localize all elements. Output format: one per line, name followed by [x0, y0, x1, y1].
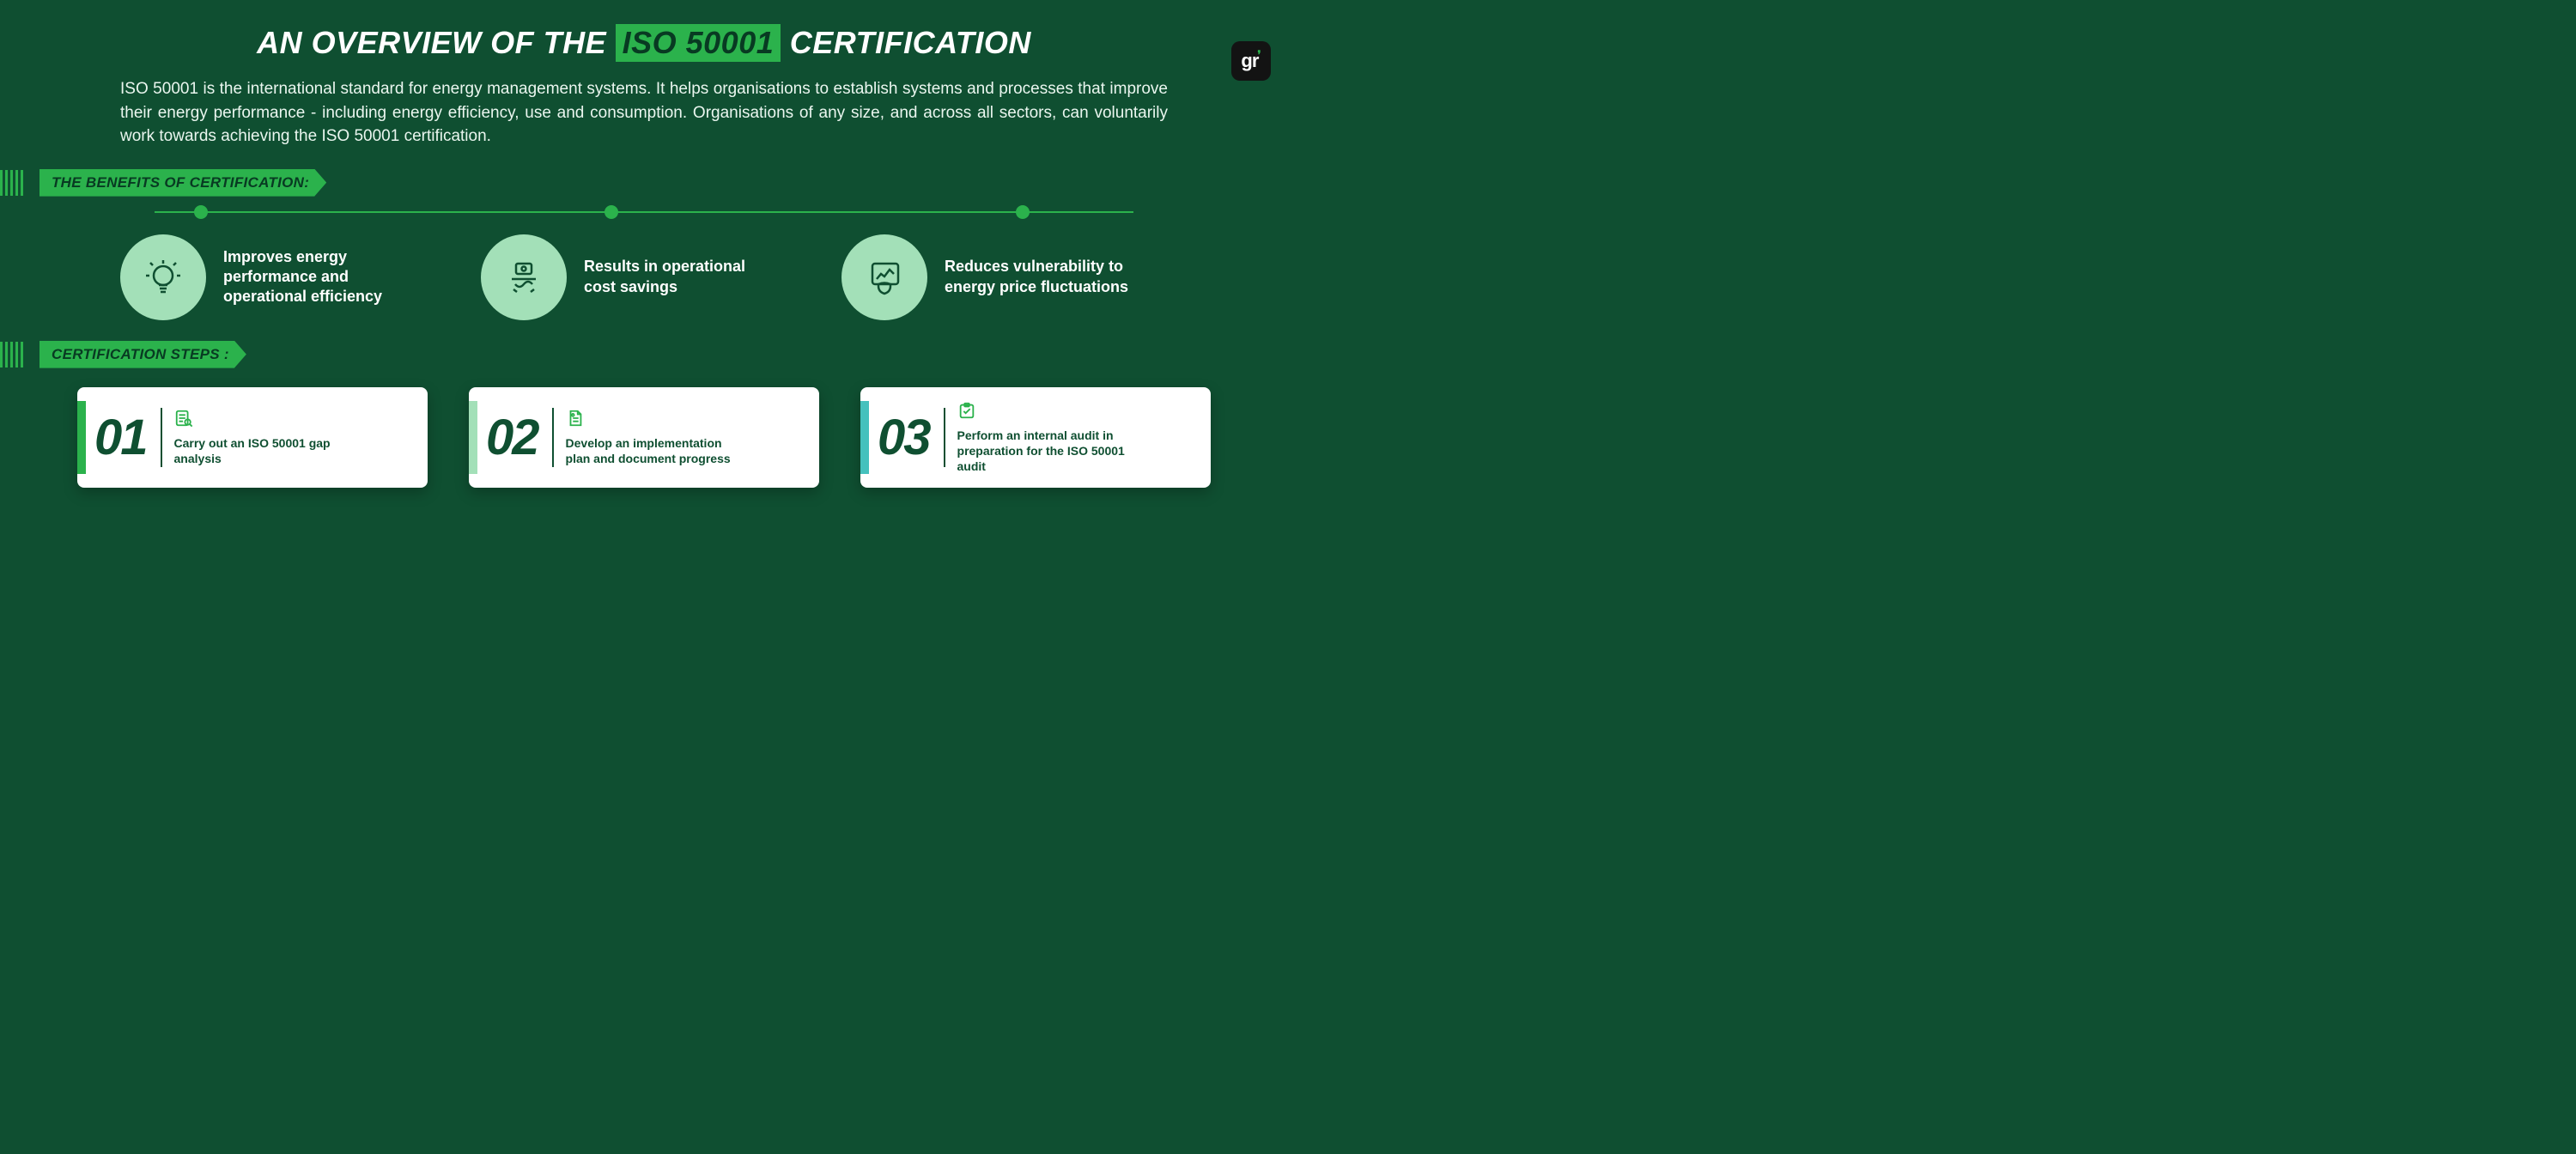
benefit-item: Results in operational cost savings — [481, 234, 807, 320]
steps-header-row: CERTIFICATION STEPS : — [0, 341, 1288, 368]
step-accent-bar — [469, 401, 477, 475]
step-divider — [552, 408, 554, 468]
step-card: 01 Carry out an ISO 50001 gap analysis — [77, 387, 428, 489]
benefits-header-row: THE BENEFITS OF CERTIFICATION: — [0, 169, 1288, 197]
timeline-line — [155, 211, 1133, 213]
step-divider — [161, 408, 162, 468]
step-card: 03 Perform an internal audit in preparat… — [860, 387, 1211, 489]
title-highlight: ISO 50001 — [616, 24, 781, 62]
shield-chart-icon — [841, 234, 927, 320]
step-text: Carry out an ISO 50001 gap analysis — [174, 435, 346, 466]
step-number: 01 — [94, 409, 147, 466]
plan-icon — [566, 409, 738, 432]
stripes-decoration — [0, 170, 24, 196]
timeline-dot — [605, 205, 618, 219]
step-text: Perform an internal audit in preparation… — [957, 428, 1129, 475]
step-accent-bar — [860, 401, 869, 475]
step-number: 03 — [878, 409, 930, 466]
lightbulb-icon — [120, 234, 206, 320]
brand-logo: gr❜ — [1231, 41, 1271, 81]
step-body: Perform an internal audit in preparation… — [957, 401, 1129, 475]
brand-logo-leaf-icon: ❜ — [1257, 48, 1260, 62]
cost-savings-icon — [481, 234, 567, 320]
step-text: Develop an implementation plan and docum… — [566, 435, 738, 466]
benefits-row: Improves energy performance and operatio… — [120, 234, 1168, 320]
title-prefix: AN OVERVIEW OF THE — [257, 25, 616, 60]
step-accent-bar — [77, 401, 86, 475]
stripes-decoration — [0, 342, 24, 367]
step-number: 02 — [486, 409, 538, 466]
benefit-text: Results in operational cost savings — [584, 257, 773, 297]
step-body: Carry out an ISO 50001 gap analysis — [174, 409, 346, 466]
benefit-item: Improves energy performance and operatio… — [120, 234, 447, 320]
benefit-item: Reduces vulnerability to energy price fl… — [841, 234, 1168, 320]
benefits-section: Improves energy performance and operatio… — [0, 205, 1288, 320]
benefits-section-label: THE BENEFITS OF CERTIFICATION: — [39, 169, 326, 197]
steps-section-label: CERTIFICATION STEPS : — [39, 341, 246, 368]
step-body: Develop an implementation plan and docum… — [566, 409, 738, 466]
intro-paragraph: ISO 50001 is the international standard … — [120, 77, 1168, 149]
title-suffix: CERTIFICATION — [781, 25, 1031, 60]
page-title: AN OVERVIEW OF THE ISO 50001 CERTIFICATI… — [0, 24, 1288, 62]
benefits-timeline — [155, 205, 1133, 219]
timeline-dot — [1016, 205, 1030, 219]
benefit-text: Improves energy performance and operatio… — [223, 247, 412, 307]
step-card: 02 Develop an implementation plan and do… — [469, 387, 819, 489]
analysis-icon — [174, 409, 346, 432]
benefit-text: Reduces vulnerability to energy price fl… — [945, 257, 1133, 297]
brand-logo-text: gr — [1241, 50, 1258, 72]
step-divider — [944, 408, 945, 468]
steps-row: 01 Carry out an ISO 50001 gap analysis 0… — [0, 368, 1288, 489]
audit-icon — [957, 401, 1129, 424]
timeline-dot — [194, 205, 208, 219]
